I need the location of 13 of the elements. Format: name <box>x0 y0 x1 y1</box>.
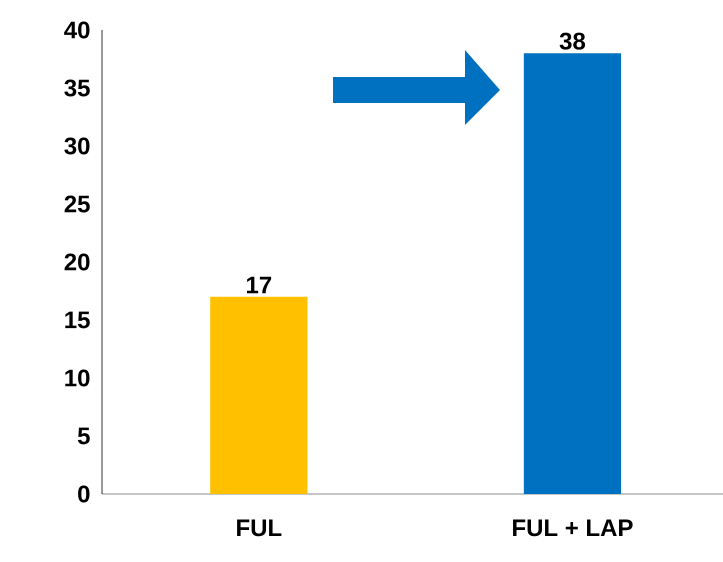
y-tick-label: 10 <box>65 370 90 386</box>
y-tick-label: 30 <box>64 137 90 155</box>
y-tick-label: 40 <box>64 22 90 38</box>
y-tick-label: 0 <box>78 486 90 502</box>
data-label: 38 <box>560 32 586 50</box>
y-tick-label: 20 <box>64 254 90 270</box>
data-label: 17 <box>246 276 272 294</box>
x-tick-label: FUL <box>237 520 282 536</box>
y-tick-label: 35 <box>64 79 90 97</box>
y-tick-label: 25 <box>64 196 90 212</box>
y-tick-label: 5 <box>78 428 90 444</box>
x-tick-label: FUL + LAP <box>513 520 633 536</box>
y-tick-label: 15 <box>65 312 90 328</box>
